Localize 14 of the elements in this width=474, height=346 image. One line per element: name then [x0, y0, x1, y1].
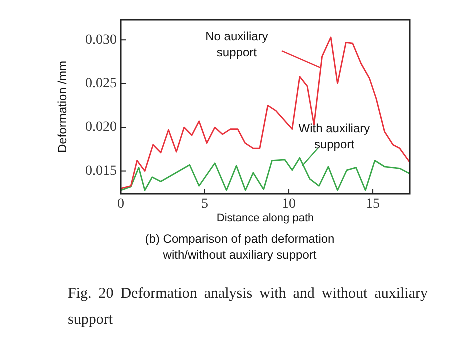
annotation: With auxiliary support [298, 121, 370, 152]
x-tick-label: 10 [282, 197, 296, 212]
x-tick-label: 0 [118, 197, 124, 212]
y-tick-label: 0.025 [86, 76, 117, 92]
y-tick-label: 0.015 [86, 164, 117, 179]
text: (b) Comparison of path deformation with/without auxiliary support [144, 231, 336, 263]
y-tick-label: 0.030 [86, 32, 117, 48]
x-tick-label: 15 [366, 197, 380, 212]
x-axis-title: Distance along path [216, 212, 314, 224]
y-axis-title: Deformation /mm [56, 60, 70, 154]
y-tick-label: 0.020 [86, 120, 117, 136]
x-tick-label: 5 [202, 197, 209, 212]
annotation: No auxiliary support [206, 29, 268, 60]
caption: Fig. 20 Deformation analysis with and without auxiliary support [68, 285, 428, 330]
